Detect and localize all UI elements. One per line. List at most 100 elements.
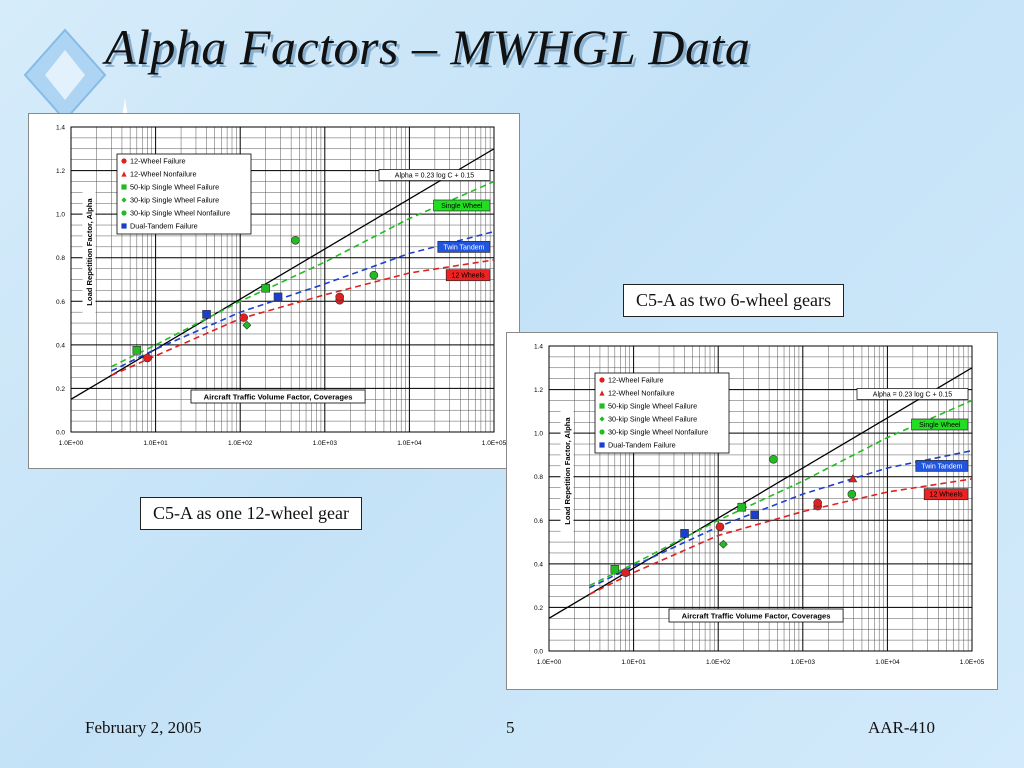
fit-line-label: Alpha = 0.23 log C + 0.15 xyxy=(873,391,952,398)
y-tick-label: 0.6 xyxy=(534,518,543,525)
y-tick-label: 0.2 xyxy=(534,605,543,612)
data-point xyxy=(621,568,630,577)
data-points xyxy=(132,235,379,363)
fit-line xyxy=(589,399,972,587)
x-axis-label-box xyxy=(668,608,844,623)
data-point xyxy=(848,474,858,483)
legend-label: Dual-Tandem Failure xyxy=(608,441,676,450)
y-axis-label-box xyxy=(560,408,574,534)
y-tick-label: 1.0 xyxy=(534,431,543,438)
chart-tick-labels: 1.0E+00 1.0E+01 1.0E+02 1.0E+03 1.0E+04 1.0E+… xyxy=(56,125,507,448)
data-point xyxy=(335,292,344,302)
footer-code: AAR-410 xyxy=(868,718,936,737)
x-tick-label: 1.0E+00 xyxy=(59,440,84,447)
data-point xyxy=(847,489,857,499)
y-tick-label: 0.6 xyxy=(56,299,65,306)
data-point xyxy=(143,353,152,363)
chart-tick-labels: 1.0E+00 1.0E+01 1.0E+02 1.0E+03 1.0E+04 1.0E+… xyxy=(534,344,985,667)
fit-line xyxy=(111,230,494,372)
data-point xyxy=(813,498,822,508)
y-tick-label: 0.8 xyxy=(534,474,543,481)
x-axis-label: Aircraft Traffic Volume Factor, Coverage… xyxy=(682,612,831,621)
legend-label: 30-kip Single Wheel Failure xyxy=(130,196,219,205)
legend-marker xyxy=(121,171,127,177)
legend-marker xyxy=(121,223,127,229)
y-tick-label: 0.0 xyxy=(534,649,543,656)
fit-line-label-box xyxy=(437,241,491,253)
slide-title: Alpha Factors – MWHGL Data xyxy=(105,19,751,75)
chart-panel-12-wheel: 1.0E+00 1.0E+01 1.0E+02 1.0E+03 1.0E+04 1.0E+… xyxy=(28,113,520,469)
y-tick-label: 0.4 xyxy=(56,342,65,349)
legend-marker xyxy=(121,158,127,164)
legend-box xyxy=(116,153,252,235)
x-tick-label: 1.0E+03 xyxy=(313,440,338,447)
fit-line-label: 12 Wheels xyxy=(452,273,486,280)
fit-line-label-box xyxy=(923,488,969,501)
legend-label: 50-kip Single Wheel Failure xyxy=(130,183,219,192)
x-tick-label: 1.0E+01 xyxy=(143,440,168,447)
data-point xyxy=(242,320,252,330)
fit-line-label-box xyxy=(856,388,969,400)
x-tick-label: 1.0E+03 xyxy=(791,659,816,666)
y-axis-label-box xyxy=(82,189,96,315)
legend-marker xyxy=(121,210,127,216)
legend-marker xyxy=(599,377,605,383)
fit-line xyxy=(111,180,494,368)
alpha-chart-two-6-wheel: 1.0E+00 1.0E+01 1.0E+02 1.0E+03 1.0E+04 1.0E+… xyxy=(534,344,985,667)
y-tick-label: 1.4 xyxy=(56,125,65,132)
legend-label: 30-kip Single Wheel Failure xyxy=(608,415,697,424)
fit-line-label: Twin Tandem xyxy=(921,463,962,470)
legend-marker xyxy=(599,390,605,396)
x-tick-label: 1.0E+01 xyxy=(621,659,646,666)
legend-marker xyxy=(599,442,605,448)
fit-line-label-box xyxy=(915,460,969,472)
fit-line-label: Single Wheel xyxy=(919,422,961,429)
data-point xyxy=(273,292,283,302)
fit-line-label: Alpha = 0.23 log C + 0.15 xyxy=(395,172,474,179)
footer-date: February 2, 2005 xyxy=(85,718,202,737)
data-point xyxy=(291,235,300,245)
fit-line-label-box xyxy=(445,269,491,282)
legend-label: 12-Wheel Nonfailure xyxy=(130,170,197,179)
x-tick-label: 1.0E+05 xyxy=(482,440,507,447)
y-tick-label: 0.2 xyxy=(56,386,65,393)
legend-label: 30-kip Single Wheel Nonfailure xyxy=(608,428,708,437)
legend-label: 30-kip Single Wheel Nonfailure xyxy=(130,209,230,218)
data-point xyxy=(132,346,142,355)
data-point xyxy=(202,310,211,319)
y-tick-label: 0.8 xyxy=(56,255,65,262)
y-axis-label: Load Repetition Factor, Alpha xyxy=(85,198,94,306)
data-point xyxy=(610,565,620,574)
plot-area-border xyxy=(70,126,495,433)
chart-legend: 12-Wheel Failure 12-Wheel Nonfailure 50-ki… xyxy=(594,372,730,454)
data-point xyxy=(715,522,725,532)
fit-line xyxy=(549,367,972,619)
fit-line-label: 12 Wheels xyxy=(930,492,964,499)
fit-line-label-box xyxy=(433,199,491,212)
fit-line xyxy=(111,259,494,377)
data-points xyxy=(610,454,858,577)
legend-box xyxy=(594,372,730,454)
fit-line-labels: Alpha = 0.23 log C + 0.15 Single Wheel Twi… xyxy=(378,169,491,282)
data-point xyxy=(737,502,747,512)
legend-marker xyxy=(599,416,605,422)
y-tick-label: 0.4 xyxy=(534,561,543,568)
footer-page-number: 5 xyxy=(506,718,515,737)
x-tick-label: 1.0E+02 xyxy=(706,659,731,666)
data-point xyxy=(750,510,759,520)
data-point xyxy=(769,454,778,464)
fit-line xyxy=(589,478,972,596)
plot-area-border xyxy=(548,345,973,652)
legend-label: 12-Wheel Failure xyxy=(130,157,186,166)
fit-line-labels: Alpha = 0.23 log C + 0.15 Single Wheel Twi… xyxy=(856,388,969,501)
x-tick-label: 1.0E+02 xyxy=(228,440,253,447)
fit-line-label: Single Wheel xyxy=(441,203,483,210)
legend-marker xyxy=(121,197,127,203)
y-tick-label: 1.4 xyxy=(534,344,543,351)
legend-label: Dual-Tandem Failure xyxy=(130,222,198,231)
data-point xyxy=(680,529,689,538)
caption-one-12-wheel: C5-A as one 12-wheel gear xyxy=(140,497,362,530)
data-point xyxy=(261,283,270,293)
data-point xyxy=(239,313,249,322)
data-point xyxy=(369,270,379,280)
